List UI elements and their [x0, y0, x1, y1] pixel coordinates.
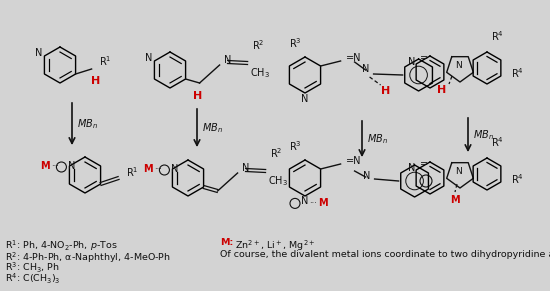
Text: M: M	[318, 198, 328, 208]
Text: Of course, the divalent metal ions coordinate to two dihydropyridine anions.: Of course, the divalent metal ions coord…	[220, 250, 550, 259]
Text: Zn$^{2+}$, Li$^+$, Mg$^{2+}$: Zn$^{2+}$, Li$^+$, Mg$^{2+}$	[232, 238, 316, 253]
Text: MB$_n$: MB$_n$	[202, 121, 223, 135]
Text: N: N	[409, 163, 416, 173]
Text: R$^3$: CH$_3$, Ph: R$^3$: CH$_3$, Ph	[5, 261, 60, 275]
Text: =: =	[420, 53, 428, 63]
Text: MB$_n$: MB$_n$	[367, 132, 388, 146]
Text: N: N	[363, 171, 370, 181]
Text: =: =	[420, 159, 428, 169]
Text: R$^4$: R$^4$	[510, 66, 524, 80]
Text: R$^2$: R$^2$	[270, 146, 282, 160]
Text: ···: ···	[52, 162, 59, 171]
Text: N: N	[362, 64, 369, 74]
Text: R$^2$: R$^2$	[251, 38, 264, 52]
Text: N: N	[455, 61, 461, 70]
Text: R$^4$: R$^4$	[491, 29, 503, 43]
Text: N: N	[455, 168, 461, 177]
Text: N: N	[241, 163, 249, 173]
Text: R$^2$: 4-Ph-Ph, α-Naphthyl, 4-MeO-Ph: R$^2$: 4-Ph-Ph, α-Naphthyl, 4-MeO-Ph	[5, 250, 171, 265]
Text: N: N	[301, 94, 309, 104]
Text: R$^1$: R$^1$	[126, 165, 139, 179]
Text: M:: M:	[220, 238, 233, 247]
Text: M: M	[144, 164, 153, 174]
Text: N: N	[224, 55, 231, 65]
Text: CH$_3$: CH$_3$	[268, 174, 288, 188]
Text: M: M	[41, 161, 50, 171]
Text: R$^1$: R$^1$	[100, 54, 112, 68]
Text: R$^4$: C(CH$_3$)$_3$: R$^4$: C(CH$_3$)$_3$	[5, 272, 60, 286]
Text: N: N	[68, 161, 75, 171]
Text: H: H	[193, 91, 202, 101]
Text: R$^1$: Ph, 4-NO$_2$-Ph, $p$-Tos: R$^1$: Ph, 4-NO$_2$-Ph, $p$-Tos	[5, 238, 118, 253]
Text: =N: =N	[345, 53, 361, 63]
Text: N: N	[35, 48, 43, 58]
Text: ···: ···	[309, 199, 317, 208]
Text: N: N	[170, 164, 178, 174]
Text: R$^3$: R$^3$	[289, 139, 301, 153]
Text: MB$_n$: MB$_n$	[77, 117, 98, 131]
Text: N: N	[301, 196, 309, 206]
Text: H: H	[437, 85, 447, 95]
Text: N: N	[409, 57, 416, 67]
Text: CH$_3$: CH$_3$	[250, 66, 270, 80]
Text: H: H	[91, 76, 100, 86]
Text: MB$_n$: MB$_n$	[473, 128, 494, 142]
Text: ···: ···	[155, 166, 162, 175]
Text: R$^4$: R$^4$	[510, 172, 524, 186]
Text: H: H	[381, 86, 390, 96]
Text: M: M	[450, 195, 460, 205]
Text: R$^3$: R$^3$	[289, 36, 301, 50]
Text: N: N	[145, 53, 153, 63]
Text: R$^4$: R$^4$	[491, 135, 503, 149]
Text: =N: =N	[345, 156, 361, 166]
